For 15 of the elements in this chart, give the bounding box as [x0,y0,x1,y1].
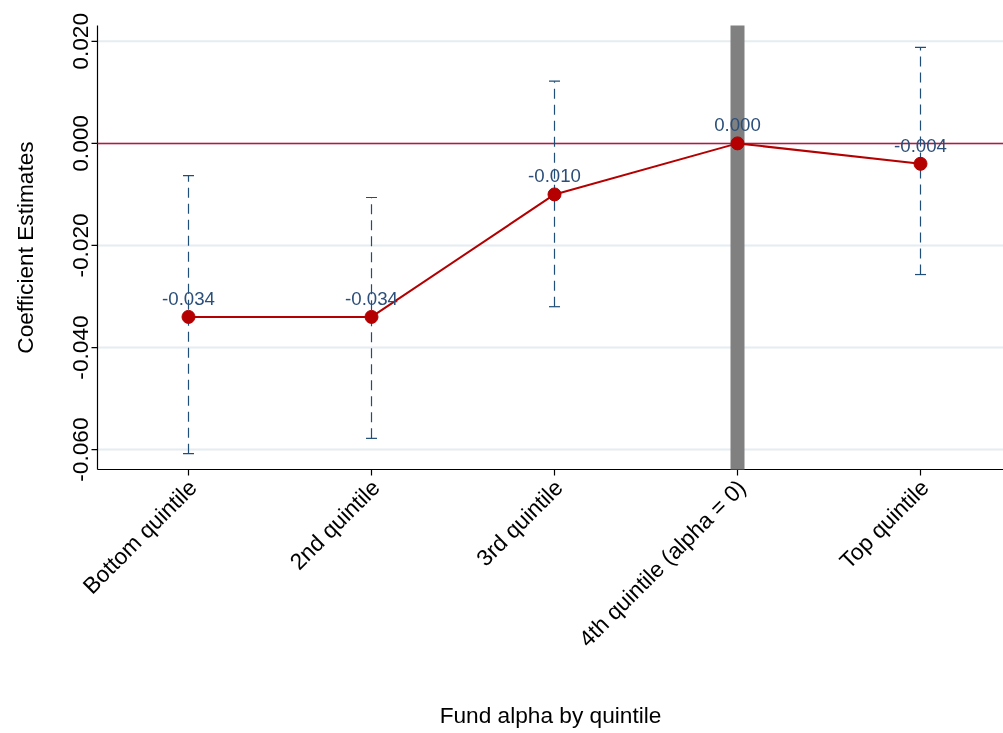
point [181,309,196,324]
point [913,156,928,171]
y-tick-label: 0.020 [66,12,93,70]
y-tick-label: -0.020 [66,213,93,278]
x-axis-title: Fund alpha by quintile [439,701,662,728]
point [730,136,745,151]
point [547,187,562,202]
y-tick-label: -0.040 [66,315,93,380]
y-tick-label: 0.000 [66,115,93,172]
y-axis-title: Coefficient Estimates [11,141,38,354]
point [364,309,379,324]
data-label: -0.010 [528,165,581,187]
data-label: -0.034 [162,287,215,309]
data-label: -0.034 [345,287,398,309]
y-tick-label: -0.060 [66,417,93,482]
